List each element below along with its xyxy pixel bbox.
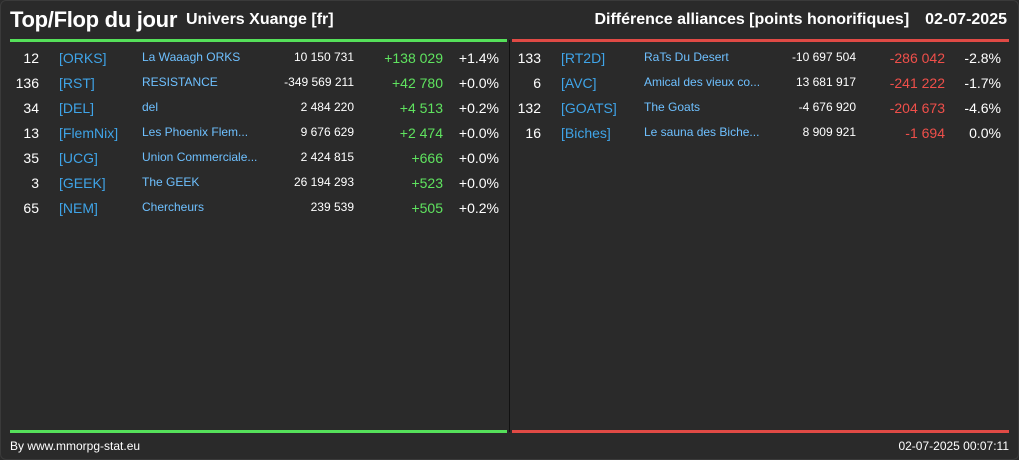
percent: +0.2% — [458, 100, 499, 116]
rank: 12 — [23, 50, 39, 66]
percent: -4.6% — [964, 100, 1001, 116]
points: -10 697 504 — [791, 50, 856, 64]
alliance-name-link[interactable]: Amical des vieux co... — [644, 75, 761, 89]
page-title: Top/Flop du jour — [10, 7, 178, 32]
top-row: 12 [ORKS] La Waaagh ORKS 10 150 731 +138… — [10, 48, 507, 73]
percent: -1.7% — [964, 75, 1001, 91]
alliance-tag-link[interactable]: [AVC] — [561, 75, 597, 91]
difference: +666 — [411, 150, 443, 166]
alliance-name-link[interactable]: Chercheurs — [142, 200, 205, 214]
alliance-tag-link[interactable]: [NEM] — [59, 200, 98, 216]
points: 2 424 815 — [300, 150, 354, 164]
rank: 3 — [31, 175, 39, 191]
top-row: 136 [RST] RESISTANCE -349 569 211 +42 78… — [10, 73, 507, 98]
alliance-name-link[interactable]: Le sauna des Biche... — [644, 125, 760, 139]
top-list: 12 [ORKS] La Waaagh ORKS 10 150 731 +138… — [10, 48, 507, 223]
percent: +0.0% — [458, 75, 499, 91]
difference: -204 673 — [889, 100, 945, 116]
difference: +4 513 — [399, 100, 443, 116]
alliance-name-link[interactable]: RESISTANCE — [142, 75, 218, 89]
points: 2 484 220 — [300, 100, 354, 114]
footer-timestamp: 02-07-2025 00:07:11 — [898, 439, 1009, 453]
flop-row: 133 [RT2D] RaTs Du Desert -10 697 504 -2… — [512, 48, 1009, 73]
date-label: 02-07-2025 — [925, 11, 1007, 28]
flop-list: 133 [RT2D] RaTs Du Desert -10 697 504 -2… — [512, 48, 1009, 148]
alliance-name-link[interactable]: RaTs Du Desert — [644, 50, 729, 64]
top-row: 3 [GEEK] The GEEK 26 194 293 +523 +0.0% — [10, 173, 507, 198]
alliance-name-link[interactable]: Union Commerciale... — [142, 150, 258, 164]
difference: -241 222 — [889, 75, 945, 91]
difference: -286 042 — [889, 50, 945, 66]
points: -4 676 920 — [798, 100, 856, 114]
universe-subtitle: Univers Xuange [fr] — [186, 11, 334, 28]
rank: 132 — [517, 100, 541, 116]
points: 9 676 629 — [300, 125, 354, 139]
flop-row: 16 [Biches] Le sauna des Biche... 8 909 … — [512, 123, 1009, 148]
difference: +523 — [411, 175, 443, 191]
rank: 133 — [517, 50, 541, 66]
points: 239 539 — [310, 200, 354, 214]
percent: +0.2% — [458, 200, 499, 216]
alliance-name-link[interactable]: The GEEK — [142, 175, 200, 189]
percent: +0.0% — [458, 125, 499, 141]
top-row: 13 [FlemNix] Les Phoenix Flem... 9 676 6… — [10, 123, 507, 148]
top-row: 35 [UCG] Union Commerciale... 2 424 815 … — [10, 148, 507, 173]
flop-row: 6 [AVC] Amical des vieux co... 13 681 91… — [512, 73, 1009, 98]
category-label: Différence alliances [points honorifique… — [594, 11, 910, 28]
percent: 0.0% — [969, 125, 1001, 141]
footer-credit: By www.mmorpg-stat.eu — [10, 439, 141, 453]
flop-section-divider — [512, 39, 1009, 42]
alliance-tag-link[interactable]: [GEEK] — [59, 175, 106, 191]
alliance-tag-link[interactable]: [RT2D] — [561, 50, 606, 66]
rank: 6 — [533, 75, 541, 91]
alliance-tag-link[interactable]: [FlemNix] — [59, 125, 119, 141]
rank: 35 — [23, 150, 39, 166]
alliance-tag-link[interactable]: [RST] — [59, 75, 95, 91]
difference: +42 780 — [392, 75, 443, 91]
alliance-name-link[interactable]: Les Phoenix Flem... — [142, 125, 249, 139]
difference: +138 029 — [384, 50, 443, 66]
flop-section-footer-line — [512, 430, 1009, 433]
alliance-name-link[interactable]: The Goats — [644, 100, 701, 114]
alliance-name-link[interactable]: La Waaagh ORKS — [142, 50, 241, 64]
top-section-divider — [10, 39, 507, 42]
flop-row: 132 [GOATS] The Goats -4 676 920 -204 67… — [512, 98, 1009, 123]
column-divider — [509, 40, 510, 432]
rank: 65 — [23, 200, 39, 216]
rank: 13 — [23, 125, 39, 141]
rank: 136 — [15, 75, 39, 91]
percent: +0.0% — [458, 175, 499, 191]
points: 26 194 293 — [293, 175, 354, 189]
alliance-name-link[interactable]: del — [142, 100, 159, 114]
percent: +1.4% — [458, 50, 499, 66]
alliance-tag-link[interactable]: [GOATS] — [561, 100, 617, 116]
difference: +505 — [411, 200, 443, 216]
points: 13 681 917 — [795, 75, 856, 89]
percent: +0.0% — [458, 150, 499, 166]
percent: -2.8% — [964, 50, 1001, 66]
rank: 16 — [525, 125, 541, 141]
points: -349 569 211 — [284, 75, 354, 89]
alliance-tag-link[interactable]: [DEL] — [59, 100, 95, 116]
top-row: 34 [DEL] del 2 484 220 +4 513 +0.2% — [10, 98, 507, 123]
rank: 34 — [23, 100, 39, 116]
top-section-footer-line — [10, 430, 507, 433]
points: 10 150 731 — [293, 50, 354, 64]
difference: +2 474 — [399, 125, 443, 141]
alliance-tag-link[interactable]: [UCG] — [59, 150, 98, 166]
points: 8 909 921 — [802, 125, 856, 139]
alliance-tag-link[interactable]: [ORKS] — [59, 50, 107, 66]
top-row: 65 [NEM] Chercheurs 239 539 +505 +0.2% — [10, 198, 507, 223]
difference: -1 694 — [905, 125, 945, 141]
alliance-tag-link[interactable]: [Biches] — [561, 125, 611, 141]
header-info: Différence alliances [points honorifique… — [594, 11, 1007, 29]
